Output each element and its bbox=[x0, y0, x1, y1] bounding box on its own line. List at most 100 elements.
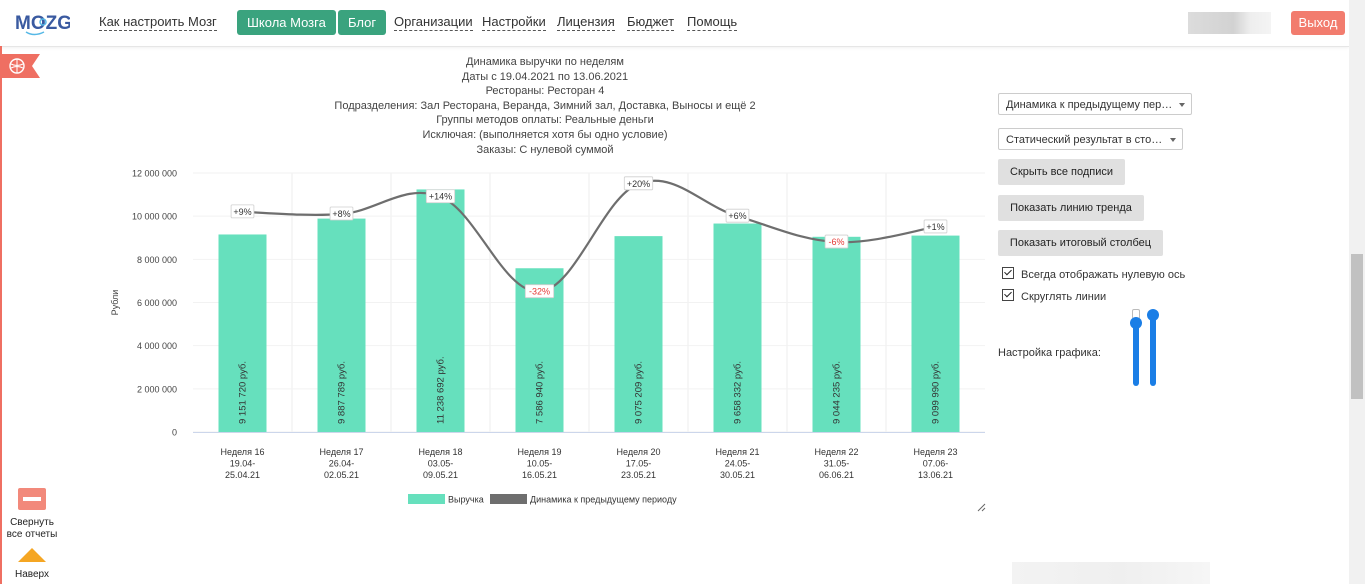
x-tick-label: 06.06.21 bbox=[819, 470, 854, 480]
chart-width-slider[interactable] bbox=[1150, 314, 1156, 386]
bar-revenue bbox=[713, 223, 762, 432]
line-value-label: +9% bbox=[233, 207, 251, 217]
line-dynamics bbox=[242, 179, 936, 293]
chart-divisions: Подразделения: Зал Ресторана, Веранда, З… bbox=[334, 99, 756, 112]
nav-budget[interactable]: Бюджет bbox=[627, 14, 675, 31]
line-label-box bbox=[329, 206, 354, 221]
x-tick-label: Неделя 16 bbox=[221, 447, 265, 457]
always-zero-axis-checkbox[interactable]: Всегда отображать нулевую ось bbox=[1002, 267, 1185, 282]
round-lines-checkbox[interactable]: Скруглять линии bbox=[1002, 289, 1106, 304]
collapse-reports-label: Свернуть все отчеты bbox=[6, 517, 58, 540]
brain-ribbon-icon[interactable] bbox=[0, 54, 40, 78]
chart-height-slider[interactable] bbox=[1133, 322, 1139, 386]
chart-header: Динамика выручки по неделям Даты с 19.04… bbox=[300, 55, 790, 157]
x-tick-label: Неделя 21 bbox=[716, 447, 760, 457]
x-tick-label: 09.05.21 bbox=[423, 470, 458, 480]
revenue-chart: 0 2 000 000 4 000 000 6 000 000 8 000 000 10 … bbox=[110, 169, 985, 505]
line-value-label: +8% bbox=[332, 209, 350, 219]
y-tick-label: 8 000 000 bbox=[137, 255, 177, 265]
y-tick-label: 10 000 000 bbox=[132, 212, 177, 222]
line-value-label: -6% bbox=[828, 237, 844, 247]
x-tick-label: Неделя 22 bbox=[815, 447, 859, 457]
legend-label-revenue: Выручка bbox=[448, 495, 484, 505]
bar-value-label: 9 044 235 руб. bbox=[832, 361, 843, 424]
x-tick-label: Неделя 17 bbox=[320, 447, 364, 457]
x-tick-label: 17.05- bbox=[626, 459, 652, 469]
checkbox-checked-icon[interactable] bbox=[1002, 289, 1014, 301]
bar-revenue bbox=[614, 236, 663, 432]
x-tick-label: Неделя 23 bbox=[914, 447, 958, 457]
chart-orders: Заказы: С нулевой суммой bbox=[476, 143, 614, 156]
user-avatar-placeholder[interactable] bbox=[1188, 12, 1271, 34]
x-tick-label: Неделя 19 bbox=[518, 447, 562, 457]
bar-value-label: 9 151 720 руб. bbox=[238, 361, 249, 424]
legend-swatch-revenue bbox=[408, 494, 445, 504]
static-result-select[interactable]: Статический результат в сто… bbox=[998, 128, 1183, 150]
checkbox-checked-icon[interactable] bbox=[1002, 267, 1014, 279]
bar-value-label: 9 099 990 руб. bbox=[931, 361, 942, 424]
nav-settings[interactable]: Настройки bbox=[482, 14, 546, 31]
bar-value-label: 9 075 209 руб. bbox=[634, 361, 645, 424]
x-tick-label: Неделя 20 bbox=[617, 447, 661, 457]
logout-button[interactable]: Выход bbox=[1291, 11, 1345, 35]
x-tick-label: 23.05.21 bbox=[621, 470, 656, 480]
blurred-footer-element bbox=[1012, 562, 1210, 584]
x-tick-label: 07.06- bbox=[923, 459, 949, 469]
y-tick-label: 6 000 000 bbox=[137, 298, 177, 308]
line-label-box bbox=[623, 176, 654, 191]
x-tick-label: 25.04.21 bbox=[225, 470, 260, 480]
bar-revenue bbox=[812, 236, 861, 432]
chart-restaurants: Рестораны: Ресторан 4 bbox=[485, 85, 605, 98]
y-tick-label: 4 000 000 bbox=[137, 341, 177, 351]
x-tick-label: 10.05- bbox=[527, 459, 553, 469]
svg-text:MOZG: MOZG bbox=[15, 13, 70, 34]
line-value-label: +1% bbox=[926, 222, 944, 232]
chart-dates: Даты с 19.04.2021 по 13.06.2021 bbox=[461, 70, 629, 83]
bar-revenue bbox=[317, 218, 366, 432]
chart-settings-label: Настройка графика: bbox=[998, 347, 1101, 359]
collapse-reports-button[interactable] bbox=[18, 488, 46, 510]
x-tick-label: 26.04- bbox=[329, 459, 355, 469]
nav-organizations[interactable]: Организации bbox=[394, 14, 473, 31]
x-tick-label: 13.06.21 bbox=[918, 470, 953, 480]
line-value-label: +20% bbox=[627, 179, 650, 189]
y-axis-title: Рубли bbox=[110, 290, 120, 316]
nav-school-button[interactable]: Школа Мозга bbox=[237, 10, 336, 35]
y-tick-label: 12 000 000 bbox=[132, 169, 177, 179]
scroll-up-label: Наверх bbox=[15, 569, 49, 580]
slider-knob[interactable] bbox=[1147, 309, 1159, 321]
line-label-box bbox=[425, 189, 456, 204]
legend-swatch-dynamics bbox=[490, 494, 527, 504]
left-accent-line bbox=[0, 46, 2, 584]
nav-license[interactable]: Лицензия bbox=[557, 14, 615, 31]
show-total-column-button[interactable]: Показать итоговый столбец bbox=[998, 230, 1163, 256]
line-value-label: +14% bbox=[429, 192, 452, 202]
chevron-down-icon bbox=[1179, 103, 1185, 107]
hide-all-labels-button[interactable]: Скрыть все подписи bbox=[998, 159, 1125, 185]
mozg-logo[interactable]: MOZG bbox=[14, 8, 72, 38]
show-trend-line-button[interactable]: Показать линию тренда bbox=[998, 195, 1144, 221]
chart-title: Динамика выручки по неделям bbox=[466, 56, 624, 68]
x-tick-label: 31.05- bbox=[824, 459, 850, 469]
line-label-box bbox=[230, 204, 255, 219]
bar-value-label: 7 586 940 руб. bbox=[535, 361, 546, 424]
scroll-up-icon[interactable] bbox=[18, 548, 46, 562]
chart-resize-handle-icon[interactable] bbox=[976, 502, 986, 512]
bar-revenue bbox=[911, 235, 960, 432]
x-tick-label: Неделя 18 bbox=[419, 447, 463, 457]
x-tick-label: 19.04- bbox=[230, 459, 256, 469]
bar-value-label: 9 658 332 руб. bbox=[733, 361, 744, 424]
nav-how-to-setup[interactable]: Как настроить Мозг bbox=[99, 14, 217, 31]
slider-knob[interactable] bbox=[1130, 317, 1142, 329]
dynamics-mode-select[interactable]: Динамика к предыдущему пер… bbox=[998, 93, 1192, 115]
x-tick-label: 16.05.21 bbox=[522, 470, 557, 480]
nav-blog-button[interactable]: Блог bbox=[338, 10, 387, 35]
top-bar: MOZG Как настроить Мозг Школа Мозга Блог… bbox=[0, 0, 1349, 47]
page-scrollbar-thumb[interactable] bbox=[1351, 254, 1363, 399]
chart-excluding: Исключая: (выполняется хотя бы одно усло… bbox=[422, 128, 668, 141]
line-value-label: -32% bbox=[529, 287, 550, 297]
x-tick-label: 03.05- bbox=[428, 459, 454, 469]
nav-help[interactable]: Помощь bbox=[687, 14, 738, 31]
bar-value-label: 11 238 692 руб. bbox=[436, 356, 447, 424]
bar-revenue bbox=[218, 234, 267, 432]
